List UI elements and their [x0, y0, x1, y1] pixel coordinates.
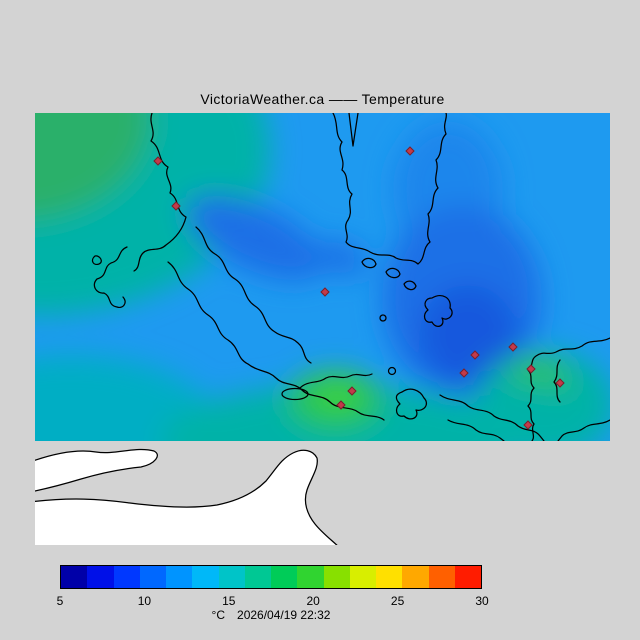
coastline-lower-channel [447, 419, 505, 441]
coastline-islet-a [361, 257, 377, 269]
timestamp: 2026/04/19 22:32 [237, 608, 331, 622]
station-marker [470, 350, 480, 360]
footer-line: °C 2026/04/19 22:32 [60, 608, 482, 622]
colorbar-cell [192, 566, 219, 588]
tick-label-25: 25 [390, 594, 405, 608]
coastline-victoria-north [299, 373, 373, 389]
temperature-colorbar [60, 565, 482, 589]
coastline-islet-b [385, 267, 401, 279]
land-areas [35, 448, 338, 545]
colorbar-cell [428, 566, 455, 588]
temperature-field [35, 113, 610, 441]
colorbar-cell [271, 566, 298, 588]
map-title: VictoriaWeather.ca —— Temperature [200, 91, 445, 107]
coastline-inlet-notch [348, 113, 359, 147]
station-marker [555, 378, 565, 388]
colorbar-cell [61, 566, 88, 588]
colorbar-cell [218, 566, 245, 588]
station-marker [153, 156, 163, 166]
colorbar-cell [244, 566, 271, 588]
station-marker [459, 368, 469, 378]
colorbar-cell [402, 566, 429, 588]
colorbar-cell [376, 566, 403, 588]
tick-label-5: 5 [56, 594, 64, 608]
coastline-southeast [557, 419, 610, 441]
tick-label-10: 10 [137, 594, 152, 608]
coastline-mainland-north [332, 113, 448, 265]
tick-label-15: 15 [222, 594, 236, 608]
colorbar-cell [297, 566, 324, 588]
station-marker [523, 420, 533, 430]
colorbar-cell [166, 566, 193, 588]
tick-label-20: 20 [306, 594, 320, 608]
station-marker [526, 364, 536, 374]
colorbar-tick-labels: 5 10 15 20 25 30 [56, 594, 489, 608]
coastline-islet-d [387, 366, 397, 376]
coastline-vi-south [247, 363, 385, 421]
colorbar-cell [454, 566, 481, 588]
land-spit [35, 448, 158, 492]
colorbar-cell [87, 566, 114, 588]
tick-label-30: 30 [475, 594, 489, 608]
coastline-inlet-islands [93, 246, 128, 309]
coastline-sanjuan-blob [395, 388, 428, 420]
coastline-islet-c [403, 280, 417, 291]
station-marker [347, 386, 357, 396]
station-marker [508, 342, 518, 352]
coastline-tiny-island [379, 314, 387, 322]
coastline-big-island [423, 295, 453, 327]
coastline-islet [91, 255, 102, 266]
station-markers [153, 146, 565, 430]
station-marker [171, 201, 181, 211]
colorbar-cell [139, 566, 166, 588]
station-marker [336, 400, 346, 410]
colorbar-cell [113, 566, 140, 588]
station-marker [405, 146, 415, 156]
coastline-harbour-oval [281, 387, 309, 401]
colorbar-cell [349, 566, 376, 588]
coastline-lopez [439, 394, 545, 441]
units-label: °C [211, 608, 226, 622]
coastline-gulf-islands-ne [195, 226, 312, 364]
station-marker [320, 287, 330, 297]
coastline-bay-detail [553, 359, 561, 403]
land-olympic-peninsula [35, 449, 338, 545]
coastline-gulf-islands-sw [167, 261, 249, 365]
colorbar-cell [323, 566, 350, 588]
